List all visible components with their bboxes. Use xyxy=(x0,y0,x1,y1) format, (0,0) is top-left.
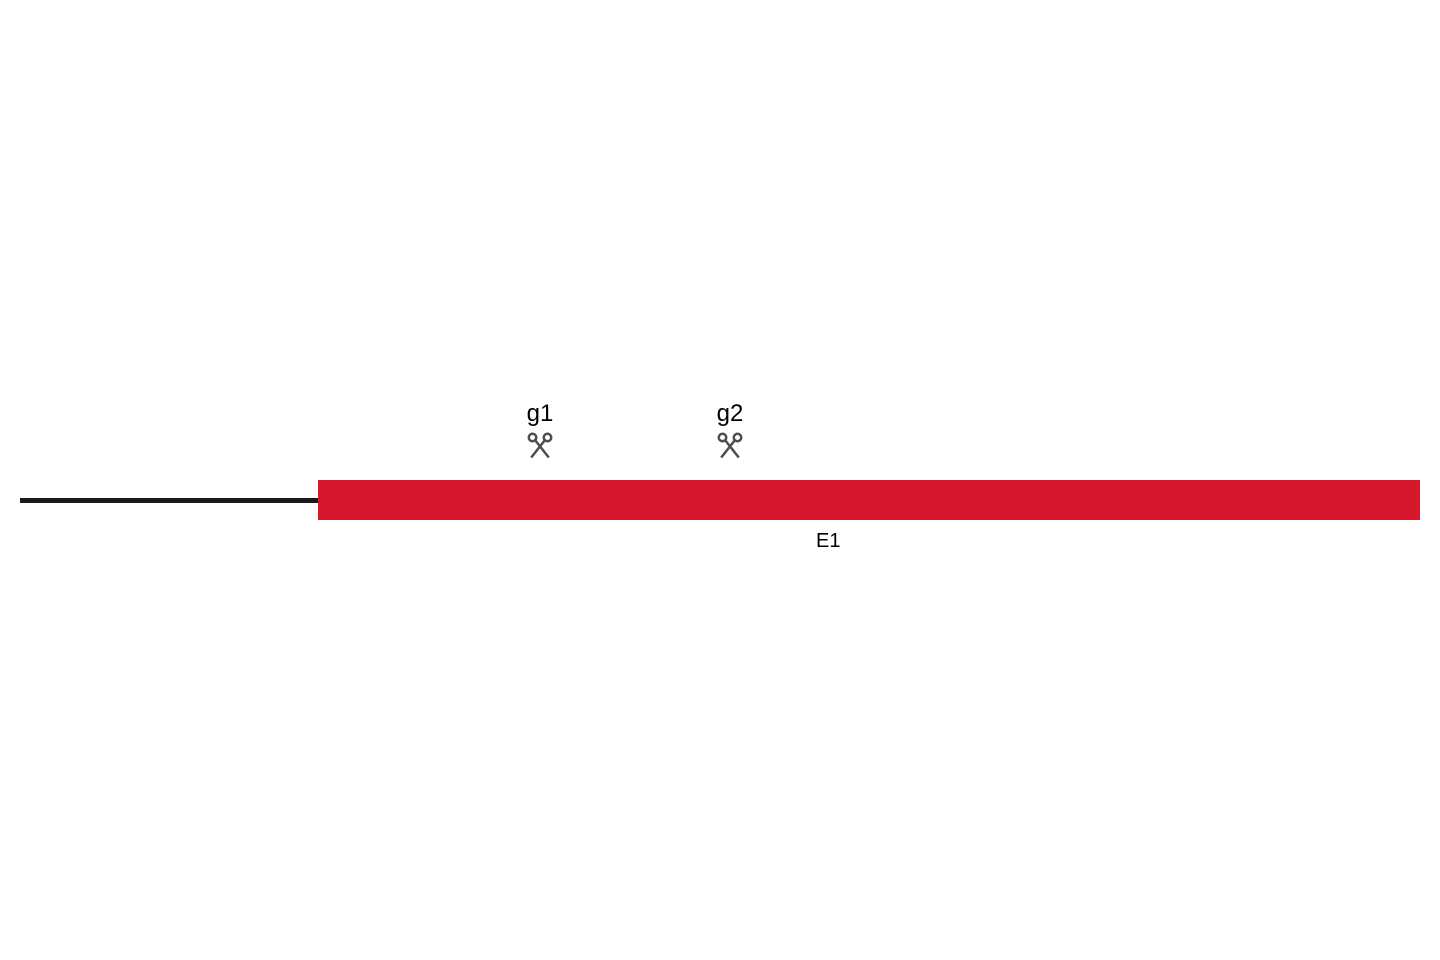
cut-site-g1: g1 xyxy=(510,400,570,460)
scissors-icon xyxy=(525,430,555,460)
cut-site-g2-label: g2 xyxy=(700,400,760,428)
cut-site-g2: g2 xyxy=(700,400,760,460)
gene-diagram: E1 g1 g2 xyxy=(0,0,1440,960)
intron-line xyxy=(20,498,318,503)
exon-e1-label: E1 xyxy=(816,530,840,553)
cut-site-g1-label: g1 xyxy=(510,400,570,428)
exon-e1 xyxy=(318,480,1420,520)
scissors-icon xyxy=(715,430,745,460)
